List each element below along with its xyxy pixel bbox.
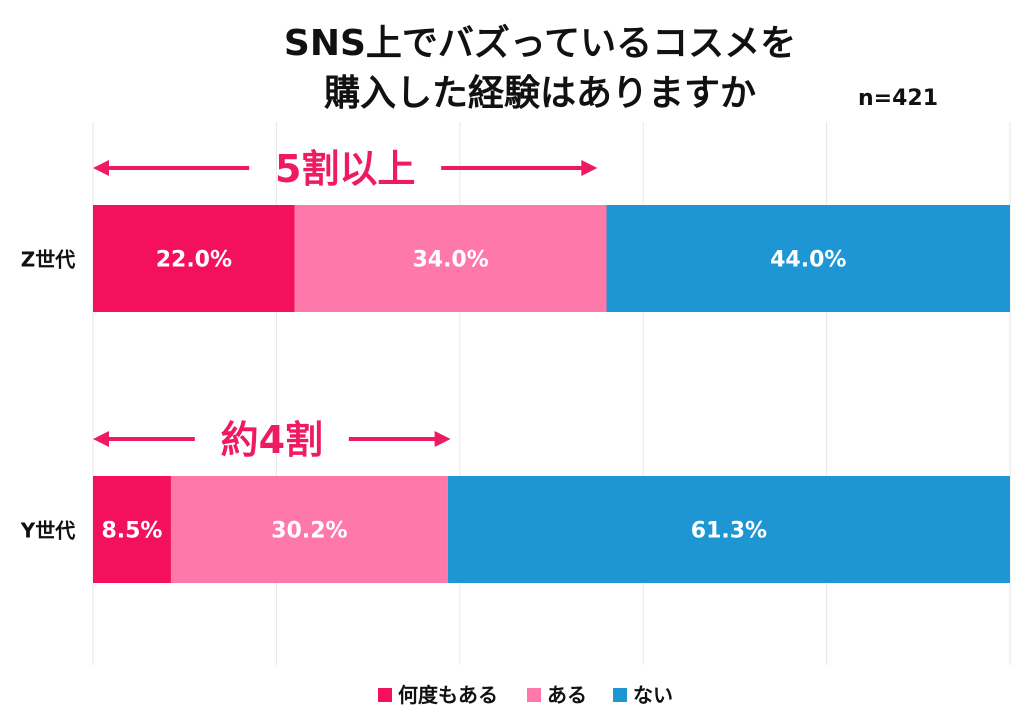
category-label: Y世代 bbox=[20, 519, 75, 543]
data-label: 22.0% bbox=[156, 248, 232, 273]
bar-segment bbox=[606, 205, 1010, 312]
legend-swatch bbox=[378, 688, 392, 702]
annotation-text: 5割以上 bbox=[275, 147, 415, 191]
legend-swatch bbox=[613, 688, 627, 702]
sample-size-note: n=421 bbox=[858, 86, 938, 111]
arrow-right-icon bbox=[581, 160, 598, 176]
annotation-text: 約4割 bbox=[221, 418, 323, 462]
bar-segment bbox=[170, 476, 448, 583]
data-label: 44.0% bbox=[770, 248, 846, 273]
bar-segment bbox=[93, 205, 295, 312]
legend-swatch bbox=[527, 688, 541, 702]
data-label: 61.3% bbox=[691, 519, 767, 544]
legend-label: 何度もある bbox=[398, 683, 498, 707]
bar-segment bbox=[447, 476, 1010, 583]
arrow-left-icon bbox=[93, 431, 109, 447]
data-label: 34.0% bbox=[412, 248, 488, 273]
category-label: Z世代 bbox=[21, 248, 76, 272]
chart-title-line-2: 購入した経験はありますか bbox=[324, 73, 756, 114]
data-label: 30.2% bbox=[271, 519, 347, 544]
legend-label: ある bbox=[547, 683, 587, 707]
bar-segment bbox=[294, 205, 607, 312]
arrow-right-icon bbox=[434, 431, 451, 447]
data-label: 8.5% bbox=[101, 519, 162, 544]
chart-title-line-1: SNS上でバズっているコスメを bbox=[284, 22, 796, 64]
arrow-left-icon bbox=[93, 160, 109, 176]
bar-segment bbox=[93, 476, 171, 583]
legend-label: ない bbox=[633, 683, 673, 707]
